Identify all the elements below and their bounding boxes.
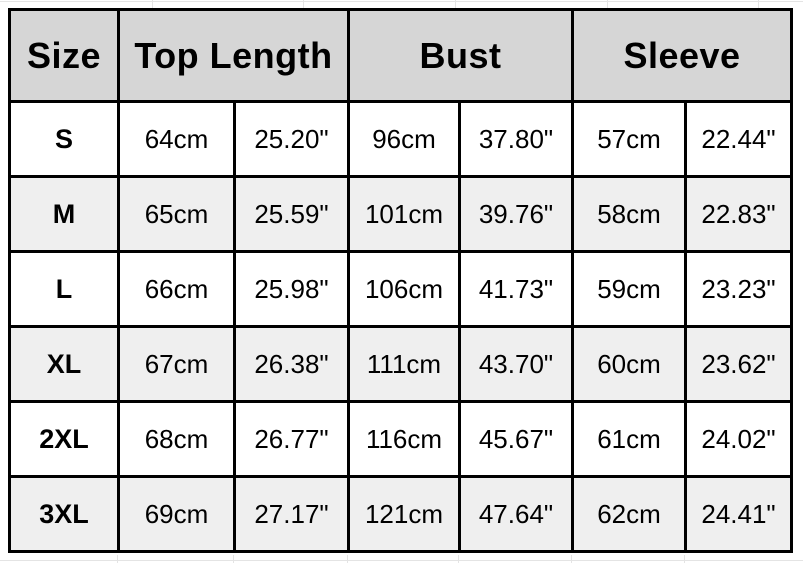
size-label: 3XL (8, 475, 120, 553)
bust-inch-cell: 45.67" (458, 400, 574, 478)
margin-gridline (684, 555, 685, 563)
sleeve-cm-cell: 59cm (571, 250, 687, 328)
bust-cm-cell: 111cm (347, 325, 461, 403)
size-label: 2XL (8, 400, 120, 478)
sleeve-inch-cell: 24.02" (683, 400, 794, 478)
bust-cm-cell: 101cm (347, 175, 461, 253)
margin-gridline (458, 555, 459, 563)
sleeve-cm-cell: 58cm (571, 175, 687, 253)
size-label: XL (8, 325, 120, 403)
margin-gridline (152, 0, 153, 8)
size-label: M (8, 175, 120, 253)
bust-cm-cell: 96cm (347, 100, 461, 178)
margin-gridline (347, 555, 348, 563)
margin-gridline (0, 560, 803, 561)
sleeve-cm-cell: 61cm (571, 400, 687, 478)
bust-inch-cell: 39.76" (458, 175, 574, 253)
top-length-inch-cell: 27.17" (233, 475, 350, 553)
margin-gridline (117, 555, 118, 563)
header-top-length: Top Length (117, 8, 350, 103)
margin-gridline (455, 0, 456, 8)
top-length-cm-cell: 68cm (117, 400, 236, 478)
top-length-inch-cell: 26.38" (233, 325, 350, 403)
top-length-cm-cell: 65cm (117, 175, 236, 253)
bust-inch-cell: 47.64" (458, 475, 574, 553)
top-length-cm-cell: 66cm (117, 250, 236, 328)
margin-gridline (0, 1, 803, 2)
table-row-3xl: 3XL 69cm 27.17" 121cm 47.64" 62cm 24.41" (8, 475, 794, 553)
sleeve-inch-cell: 24.41" (683, 475, 794, 553)
margin-gridline (607, 0, 608, 8)
bust-cm-cell: 116cm (347, 400, 461, 478)
sleeve-inch-cell: 22.83" (683, 175, 794, 253)
bust-inch-cell: 37.80" (458, 100, 574, 178)
sleeve-cm-cell: 60cm (571, 325, 687, 403)
margin-gridline (758, 0, 759, 8)
size-label: L (8, 250, 120, 328)
table-header-row: Size Top Length Bust Sleeve (8, 8, 794, 103)
top-length-inch-cell: 25.20" (233, 100, 350, 178)
header-sleeve: Sleeve (570, 8, 794, 103)
sleeve-cm-cell: 57cm (571, 100, 687, 178)
top-length-inch-cell: 25.59" (233, 175, 350, 253)
top-length-inch-cell: 26.77" (233, 400, 350, 478)
table-row-m: M 65cm 25.59" 101cm 39.76" 58cm 22.83" (8, 175, 794, 253)
bust-cm-cell: 106cm (347, 250, 461, 328)
bust-inch-cell: 41.73" (458, 250, 574, 328)
sleeve-cm-cell: 62cm (571, 475, 687, 553)
margin-gridline (233, 555, 234, 563)
top-length-inch-cell: 25.98" (233, 250, 350, 328)
top-length-cm-cell: 69cm (117, 475, 236, 553)
margin-gridline (571, 555, 572, 563)
size-label: S (8, 100, 120, 178)
bust-cm-cell: 121cm (347, 475, 461, 553)
sleeve-inch-cell: 23.62" (683, 325, 794, 403)
sleeve-inch-cell: 22.44" (683, 100, 794, 178)
header-bust: Bust (347, 8, 574, 103)
header-size: Size (8, 8, 120, 103)
table-row-xl: XL 67cm 26.38" 111cm 43.70" 60cm 23.62" (8, 325, 794, 403)
bust-inch-cell: 43.70" (458, 325, 574, 403)
margin-gridline (303, 0, 304, 8)
table-row-s: S 64cm 25.20" 96cm 37.80" 57cm 22.44" (8, 100, 794, 178)
size-chart-table: Size Top Length Bust Sleeve S 64cm 25.20… (8, 8, 794, 553)
table-row-l: L 66cm 25.98" 106cm 41.73" 59cm 23.23" (8, 250, 794, 328)
table-row-2xl: 2XL 68cm 26.77" 116cm 45.67" 61cm 24.02" (8, 400, 794, 478)
top-length-cm-cell: 67cm (117, 325, 236, 403)
top-length-cm-cell: 64cm (117, 100, 236, 178)
sleeve-inch-cell: 23.23" (683, 250, 794, 328)
